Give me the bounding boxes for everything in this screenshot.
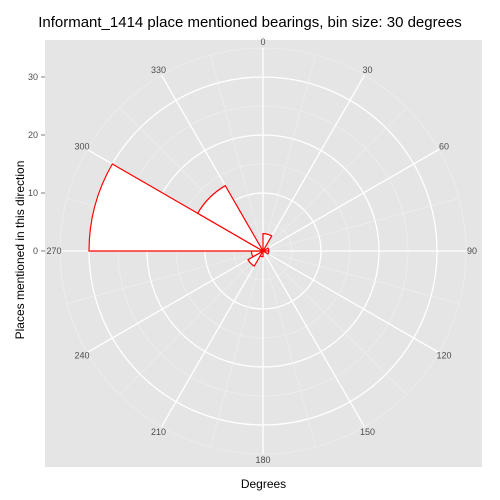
x-axis-label: Degrees [240, 477, 287, 491]
angle-tick-label: 240 [74, 351, 89, 361]
y-axis-label: Places mentioned in this direction [13, 160, 27, 340]
minor-grid-spoke [119, 250, 264, 395]
angle-tick-label: 30 [362, 65, 372, 75]
minor-grid-spoke [262, 250, 407, 395]
minor-grid-spoke [210, 54, 264, 252]
minor-grid-spoke [262, 198, 460, 252]
radial-tick-label: 0 [33, 246, 38, 256]
bar-210-240 [247, 249, 265, 267]
bar-90-120 [260, 250, 270, 255]
angle-tick-label: 60 [439, 142, 449, 152]
angle-tick-label: 330 [151, 65, 166, 75]
major-grid-spoke [262, 74, 366, 252]
minor-grid-spoke [262, 107, 407, 252]
bars-layer [88, 163, 273, 267]
bar-0-30 [262, 232, 273, 254]
major-grid-spoke [160, 250, 264, 428]
minor-grid-spoke [210, 250, 264, 448]
bar-270-300 [88, 163, 266, 252]
major-grid-spoke [86, 250, 264, 354]
angle-tick-label: 90 [467, 246, 477, 256]
bar-300-330 [196, 184, 265, 253]
radial-tick-label: 20 [28, 130, 38, 140]
minor-grid-spoke [262, 250, 460, 304]
angle-tick-label: 0 [260, 37, 265, 47]
chart-title: Informant_1414 place mentioned bearings,… [38, 14, 462, 31]
major-grid-spoke [262, 148, 440, 252]
angle-tick-label: 120 [436, 351, 451, 361]
angle-tick-label: 210 [151, 427, 166, 437]
major-grid-spoke [262, 250, 440, 354]
radial-tick-label: 10 [28, 188, 38, 198]
radial-tick-labels: 0 10 20 30 [28, 72, 45, 256]
minor-grid-spoke [262, 250, 316, 448]
major-grid-spoke [262, 250, 366, 428]
minor-grid-spoke [262, 54, 316, 252]
angle-tick-label: 180 [255, 455, 270, 465]
angle-tick-label: 300 [74, 142, 89, 152]
angle-tick-labels: 0 30 60 90 120 150 180 210 240 270 300 330 [46, 37, 477, 465]
angle-tick-label: 150 [360, 427, 375, 437]
radial-tick-label: 30 [28, 72, 38, 82]
angle-tick-label: 270 [46, 246, 61, 256]
minor-grid-spoke [66, 250, 264, 304]
